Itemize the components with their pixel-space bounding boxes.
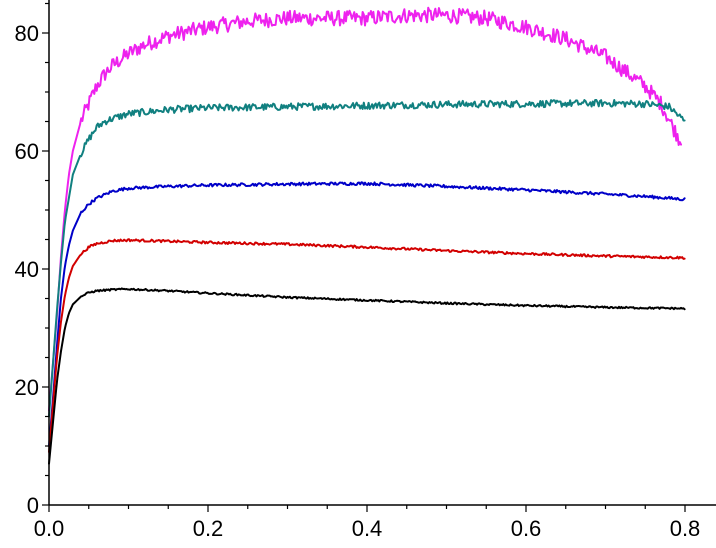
series-line-1 — [48, 6, 683, 412]
series-line-5 — [48, 287, 686, 465]
x-tick-label: 0.4 — [352, 516, 383, 541]
y-tick-label: 40 — [15, 257, 39, 282]
y-tick-label: 80 — [15, 21, 39, 46]
series-line-3 — [48, 181, 686, 447]
y-tick-label: 0 — [27, 493, 39, 518]
axes-layer — [42, 0, 716, 512]
x-tick-label: 0.0 — [34, 516, 65, 541]
x-tick-label: 0.6 — [511, 516, 542, 541]
tick-labels-layer: 0 20 40 60 80 0.0 0.2 0.4 0.6 0.8 — [15, 21, 701, 541]
x-tick-label: 0.2 — [193, 516, 224, 541]
y-tick-label: 60 — [15, 139, 39, 164]
x-tick-label: 0.8 — [670, 516, 701, 541]
series-line-2 — [48, 98, 686, 418]
y-tick-label: 20 — [15, 375, 39, 400]
series-line-4 — [48, 238, 686, 453]
series-layer — [48, 6, 686, 465]
